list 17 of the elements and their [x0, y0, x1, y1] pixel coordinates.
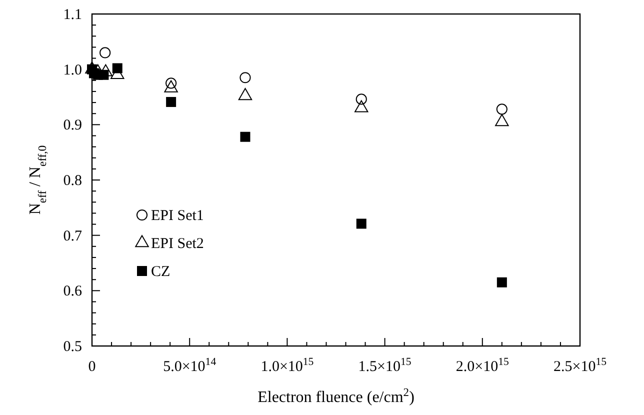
- x-tick-label: 5.0×10$^{14}$: [163, 356, 217, 375]
- legend-label: CZ: [151, 264, 170, 280]
- legend-label: EPI Set1: [151, 208, 204, 224]
- x-tick-label: 2.5×10$^{15}$: [553, 356, 607, 375]
- y-tick-label: 0.8: [63, 173, 82, 189]
- y-tick-label: 1.0: [63, 62, 82, 78]
- x-tick-label: 1.0×10$^{15}$: [260, 356, 314, 375]
- y-tick-label: 0.6: [63, 284, 82, 300]
- y-tick-label: 0.7: [63, 228, 82, 244]
- x-tick-label: 2.0×10$^{15}$: [456, 356, 509, 375]
- x-axis-title: Electron fluence (e/cm$^{2}$): [258, 387, 414, 406]
- legend-label: EPI Set2: [151, 236, 204, 252]
- x-tick-label: 1.5×10$^{15}$: [358, 356, 412, 375]
- x-tick-label: 0: [88, 359, 96, 375]
- y-tick-label: 1.1: [63, 7, 82, 23]
- y-tick-label: 0.5: [63, 339, 82, 355]
- y-tick-label: 0.9: [63, 118, 82, 134]
